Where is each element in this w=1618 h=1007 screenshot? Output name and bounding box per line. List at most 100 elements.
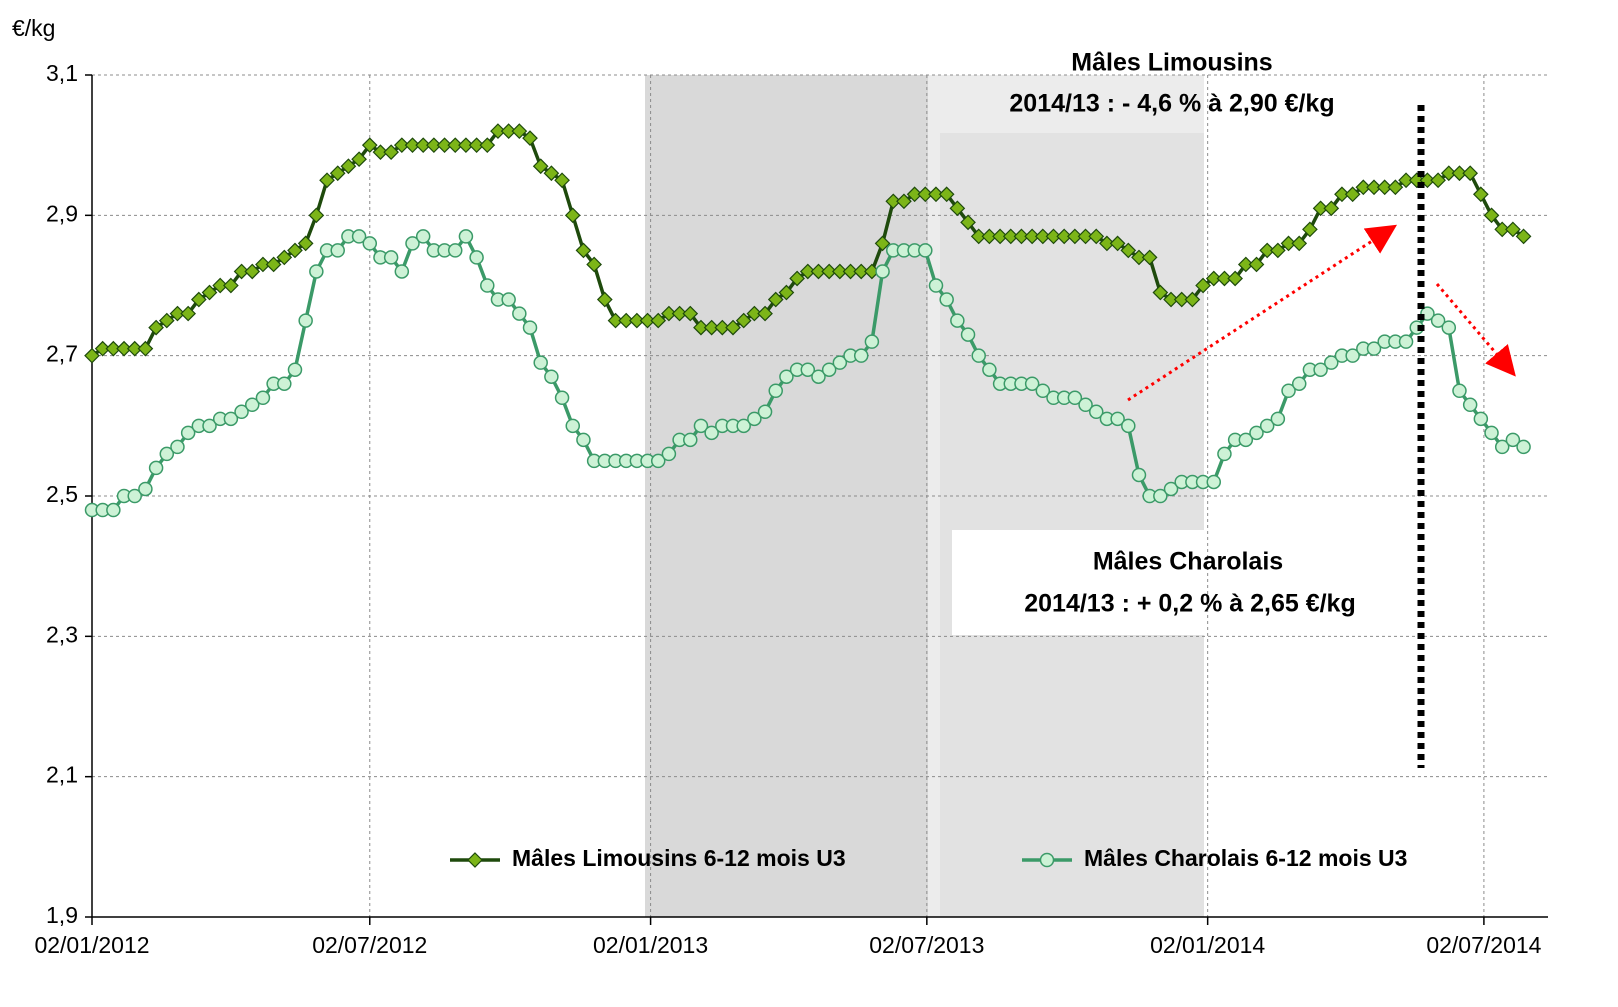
marker: [1515, 228, 1532, 245]
marker: [169, 305, 186, 322]
legend-marker: [467, 852, 483, 868]
marker: [1302, 221, 1318, 238]
marker: [554, 172, 570, 189]
marker: [1408, 172, 1425, 189]
plot: [84, 123, 1532, 518]
marker: [725, 319, 741, 336]
marker: [1121, 418, 1136, 434]
marker: [661, 305, 677, 322]
marker: [586, 256, 602, 273]
marker: [138, 481, 153, 497]
legend: Mâles Limousins 6-12 mois U3 Mâles Charol…: [450, 845, 1407, 871]
marker: [1163, 291, 1179, 308]
annotation: Mâles Limousins: [1071, 49, 1272, 77]
marker: [234, 404, 249, 420]
marker: [939, 292, 954, 307]
marker: [1345, 348, 1360, 363]
marker: [522, 130, 538, 146]
marker: [223, 411, 239, 427]
marker: [918, 243, 933, 258]
marker: [1078, 397, 1093, 413]
marker: [1484, 425, 1499, 441]
marker: [832, 355, 848, 370]
marker: [500, 123, 517, 139]
marker: [1355, 179, 1372, 196]
marker: [789, 270, 805, 287]
marker: [1376, 179, 1393, 196]
marker: [671, 305, 688, 322]
marker: [255, 256, 271, 273]
y-tick-label: 2,1: [46, 762, 78, 788]
marker: [1237, 256, 1254, 273]
marker: [1173, 291, 1190, 308]
marker: [693, 319, 709, 336]
x-tick-label: 02/01/2014: [1150, 932, 1265, 958]
marker: [1366, 341, 1382, 356]
marker: [618, 312, 635, 329]
marker: [1067, 390, 1083, 406]
marker: [1323, 200, 1340, 217]
marker: [564, 207, 581, 224]
marker: [458, 229, 474, 244]
marker: [383, 144, 399, 161]
marker: [158, 312, 175, 329]
marker: [436, 137, 453, 154]
marker: [404, 137, 421, 154]
marker: [84, 347, 100, 364]
x-tick-label: 02/07/2012: [312, 932, 427, 958]
marker: [361, 137, 378, 154]
marker: [703, 319, 720, 336]
marker: [287, 242, 303, 259]
marker: [811, 369, 826, 384]
marker: [532, 158, 549, 175]
marker: [276, 249, 293, 266]
marker: [415, 137, 432, 154]
y-tick-label: 1,9: [46, 902, 78, 928]
marker: [1248, 256, 1265, 273]
marker: [1270, 411, 1286, 427]
marker: [746, 305, 763, 322]
marker: [426, 137, 442, 154]
marker: [245, 397, 260, 413]
marker: [1217, 446, 1232, 462]
marker: [362, 236, 378, 251]
marker: [928, 186, 944, 203]
marker: [1516, 439, 1531, 455]
marker: [1398, 334, 1414, 349]
marker: [1291, 235, 1308, 252]
marker: [394, 264, 410, 279]
marker: [779, 369, 794, 384]
marker: [1056, 228, 1073, 245]
marker: [512, 306, 527, 321]
marker: [1067, 228, 1083, 245]
marker: [554, 390, 570, 406]
marker: [682, 305, 699, 322]
marker: [309, 264, 324, 279]
marker: [308, 207, 325, 224]
marker: [1452, 383, 1467, 398]
marker: [575, 242, 592, 259]
marker: [821, 362, 837, 377]
marker: [1099, 235, 1115, 252]
x-tick-label: 02/07/2014: [1426, 932, 1541, 958]
marker: [704, 425, 719, 441]
x-tick-label: 02/07/2013: [869, 932, 984, 958]
marker: [297, 235, 314, 252]
marker: [458, 137, 474, 154]
marker: [1131, 249, 1147, 266]
marker: [298, 313, 313, 328]
marker: [543, 165, 560, 182]
marker: [747, 411, 762, 427]
marker: [180, 305, 196, 322]
marker: [1398, 172, 1414, 189]
marker: [1473, 186, 1489, 203]
marker: [1141, 249, 1158, 266]
legend-label: Mâles Charolais 6-12 mois U3: [1084, 845, 1407, 871]
marker: [480, 278, 495, 293]
marker: [693, 418, 709, 434]
y-axis-label: €/kg: [12, 15, 55, 41]
marker: [244, 263, 261, 280]
marker: [1505, 221, 1521, 238]
marker: [468, 137, 485, 154]
